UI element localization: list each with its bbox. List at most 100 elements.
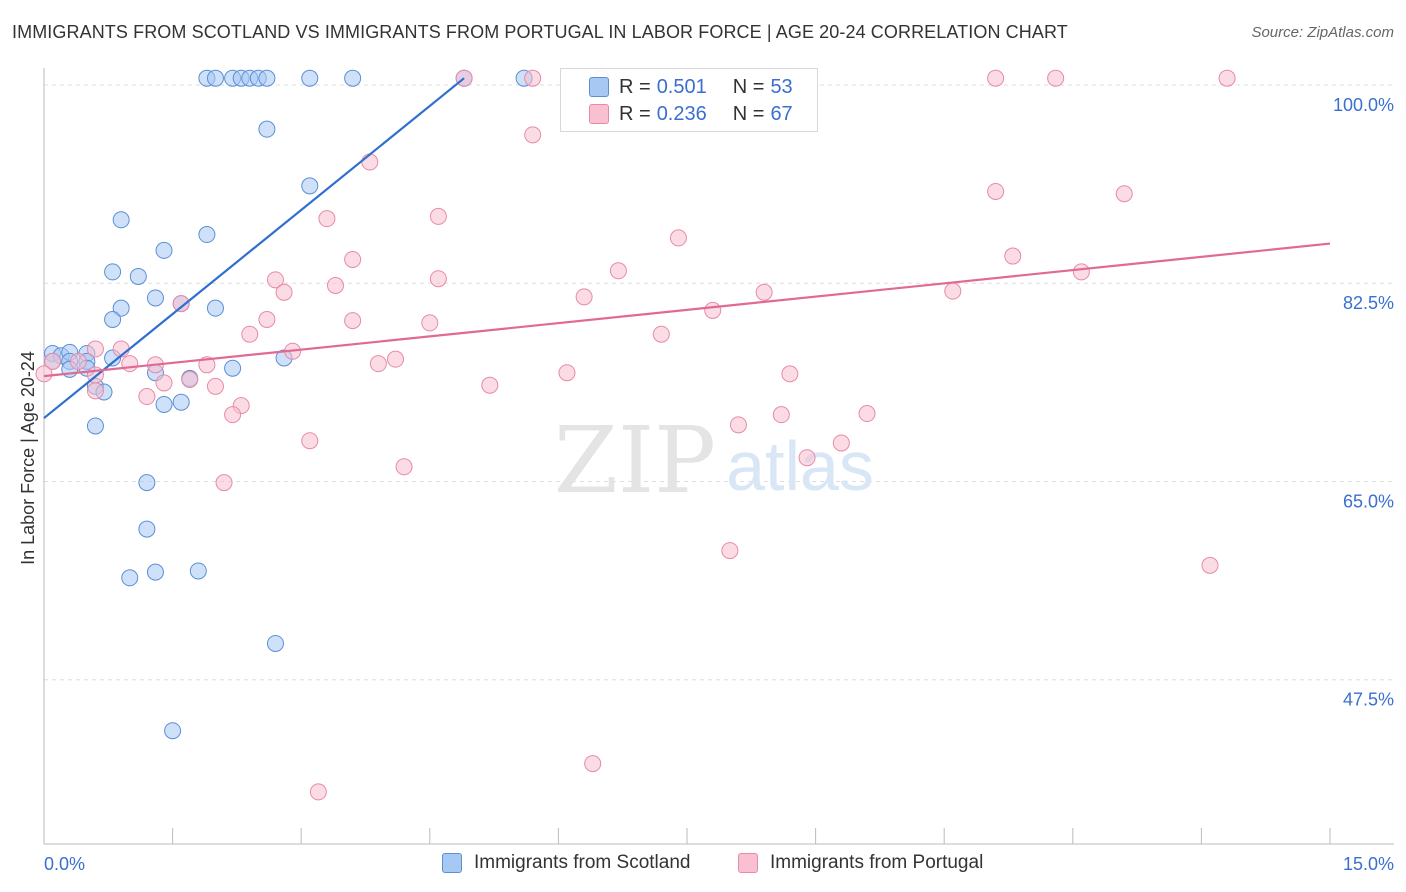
scotland-r-label: R = xyxy=(619,75,651,98)
portugal-point-18 xyxy=(429,270,447,288)
portugal-point-22 xyxy=(755,283,773,301)
scotland-point-48 xyxy=(164,722,182,740)
portugal-point-24 xyxy=(172,295,190,313)
y-tick-labels: 100.0% 82.5% 65.0% 47.5% xyxy=(1333,95,1394,710)
portugal-point-12 xyxy=(669,229,687,247)
portugal-point-25 xyxy=(704,301,722,319)
scotland-point-47 xyxy=(266,634,284,652)
portugal-point-21 xyxy=(575,288,593,306)
portugal-point-34 xyxy=(44,352,62,370)
watermark-atlas: atlas xyxy=(726,427,874,505)
portugal-point-45 xyxy=(155,374,173,392)
portugal-point-20 xyxy=(275,283,293,301)
portugal-point-19 xyxy=(326,277,344,295)
portugal-n-label: N = xyxy=(732,102,765,125)
portugal-point-26 xyxy=(344,312,362,330)
portugal-point-17 xyxy=(266,271,284,289)
y-tick-label-1: 82.5% xyxy=(1343,293,1394,313)
scotland-point-45 xyxy=(121,569,139,587)
portugal-point-31 xyxy=(86,340,104,358)
scotland-point-8 xyxy=(344,69,362,87)
scotland-point-44 xyxy=(146,563,164,581)
portugal-point-48 xyxy=(138,388,156,406)
portugal-point-5 xyxy=(1218,69,1236,87)
scotland-point-42 xyxy=(138,474,156,492)
portugal-point-56 xyxy=(832,434,850,452)
portugal-point-46 xyxy=(206,377,224,395)
scotland-n-label: N = xyxy=(732,75,765,98)
stats-legend: R = 0.501 N = 53 R = 0.236 N = 67 xyxy=(560,68,818,132)
portugal-n-value: 67 xyxy=(770,102,793,125)
x-tick-label-max: 15.0% xyxy=(1343,854,1394,874)
portugal-point-53 xyxy=(772,406,790,424)
portugal-point-28 xyxy=(421,314,439,332)
scotland-legend-swatch xyxy=(442,853,462,873)
portugal-r-value: 0.236 xyxy=(656,102,707,125)
portugal-point-44 xyxy=(181,371,199,389)
portugal-point-41 xyxy=(558,364,576,382)
scotland-point-46 xyxy=(189,562,207,580)
portugal-point-42 xyxy=(781,365,799,383)
portugal-point-58 xyxy=(395,458,413,476)
legend-label-portugal: Immigrants from Portugal xyxy=(770,852,984,873)
scotland-point-1 xyxy=(206,69,224,87)
portugal-point-8 xyxy=(987,182,1005,200)
scotland-point-12 xyxy=(301,177,319,195)
portugal-point-6 xyxy=(524,126,542,144)
portugal-point-16 xyxy=(1072,263,1090,281)
scotland-swatch xyxy=(589,77,609,97)
legend-item-scotland[interactable]: Immigrants from Scotland xyxy=(442,852,690,874)
scotland-point-41 xyxy=(86,417,104,435)
y-tick-label-0: 100.0% xyxy=(1333,95,1394,115)
scotland-point-39 xyxy=(155,395,173,413)
scotland-point-16 xyxy=(104,263,122,281)
scotland-point-15 xyxy=(155,241,173,259)
legend-label-scotland: Immigrants from Scotland xyxy=(474,852,691,873)
portugal-point-14 xyxy=(1004,247,1022,265)
y-axis-label: In Labor Force | Age 20-24 xyxy=(18,351,38,565)
portugal-point-29 xyxy=(241,325,259,343)
scotland-point-14 xyxy=(198,226,216,244)
watermark: ZIP atlas xyxy=(554,407,874,514)
portugal-r-label: R = xyxy=(619,102,651,125)
axes xyxy=(43,68,1394,845)
portugal-point-40 xyxy=(387,350,405,368)
portugal-point-49 xyxy=(481,376,499,394)
y-tick-label-3: 47.5% xyxy=(1343,690,1394,710)
portugal-point-62 xyxy=(584,755,602,773)
portugal-point-30 xyxy=(652,325,670,343)
portugal-legend-swatch xyxy=(738,853,758,873)
scotland-point-34 xyxy=(224,359,242,377)
trend-lines xyxy=(43,77,1331,419)
portugal-point-55 xyxy=(301,432,319,450)
portugal-point-36 xyxy=(121,355,139,373)
scotland-r-value: 0.501 xyxy=(656,75,707,98)
y-tick-label-2: 65.0% xyxy=(1343,491,1394,511)
scotland-point-7 xyxy=(301,69,319,87)
legend-item-portugal[interactable]: Immigrants from Portugal xyxy=(738,852,983,874)
portugal-point-39 xyxy=(369,355,387,373)
grid xyxy=(44,84,1394,681)
scotland-point-40 xyxy=(172,393,190,411)
portugal-point-57 xyxy=(798,449,816,467)
scotland-point-18 xyxy=(146,289,164,307)
portugal-point-54 xyxy=(729,416,747,434)
x-tick-label-min: 0.0% xyxy=(44,854,85,874)
portugal-point-60 xyxy=(721,542,739,560)
portugal-point-11 xyxy=(318,210,336,228)
watermark-zip: ZIP xyxy=(554,407,716,514)
portugal-point-7 xyxy=(361,153,379,171)
portugal-point-47 xyxy=(86,382,104,400)
scotland-n-value: 53 xyxy=(770,75,793,98)
portugal-point-61 xyxy=(1201,556,1219,574)
portugal-point-63 xyxy=(309,783,327,801)
scotland-trend-line xyxy=(43,77,465,419)
scotland-point-13 xyxy=(112,211,130,229)
portugal-point-27 xyxy=(258,310,276,328)
portugal-point-9 xyxy=(1115,185,1133,203)
portugal-point-35 xyxy=(69,352,87,370)
scotland-point-17 xyxy=(129,267,147,285)
scotland-point-22 xyxy=(104,310,122,328)
portugal-point-3 xyxy=(987,69,1005,87)
